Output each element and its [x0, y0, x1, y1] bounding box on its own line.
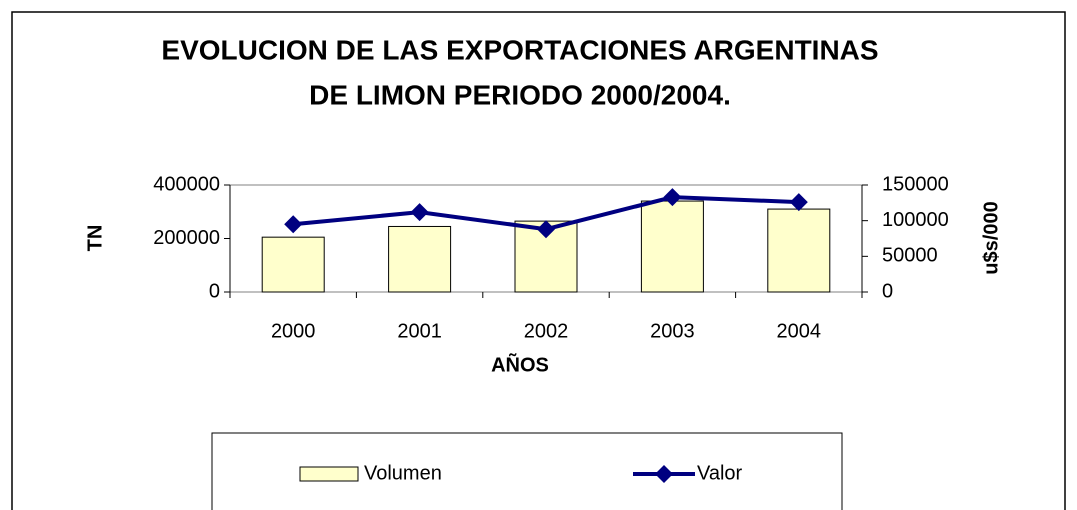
legend-label: Valor	[697, 462, 743, 484]
marker	[284, 215, 303, 234]
x-tick-label: 2003	[650, 320, 695, 342]
chart-subtitle: DE LIMON PERIODO 2000/2004.	[309, 79, 731, 110]
bar	[261, 236, 325, 293]
x-tick-label: 2000	[271, 320, 316, 342]
marker	[410, 203, 429, 222]
x-axis-label: AÑOS	[491, 353, 549, 376]
marker	[789, 193, 808, 212]
y2-tick-label: 0	[882, 280, 893, 302]
y2-axis-label: u$s/000	[980, 201, 1002, 274]
legend-label: Volumen	[364, 462, 442, 484]
bar	[640, 200, 704, 293]
legend-swatch	[299, 466, 359, 482]
y2-tick-label: 150000	[882, 173, 949, 195]
x-tick-label: 2001	[397, 320, 442, 342]
y-tick-label: 200000	[153, 227, 220, 249]
chart-title: EVOLUCION DE LAS EXPORTACIONES ARGENTINA…	[161, 34, 878, 65]
marker	[537, 220, 555, 239]
bar	[388, 225, 452, 293]
marker	[663, 188, 682, 207]
y-tick-label: 400000	[153, 173, 220, 195]
bar	[767, 208, 831, 293]
y-tick-label: 0	[209, 280, 220, 302]
x-tick-label: 2004	[777, 320, 822, 342]
legend-marker	[655, 465, 673, 483]
y2-tick-label: 50000	[882, 245, 938, 267]
x-tick-label: 2002	[524, 320, 569, 342]
y2-tick-label: 100000	[882, 209, 949, 231]
y-axis-label: TN	[84, 225, 106, 252]
